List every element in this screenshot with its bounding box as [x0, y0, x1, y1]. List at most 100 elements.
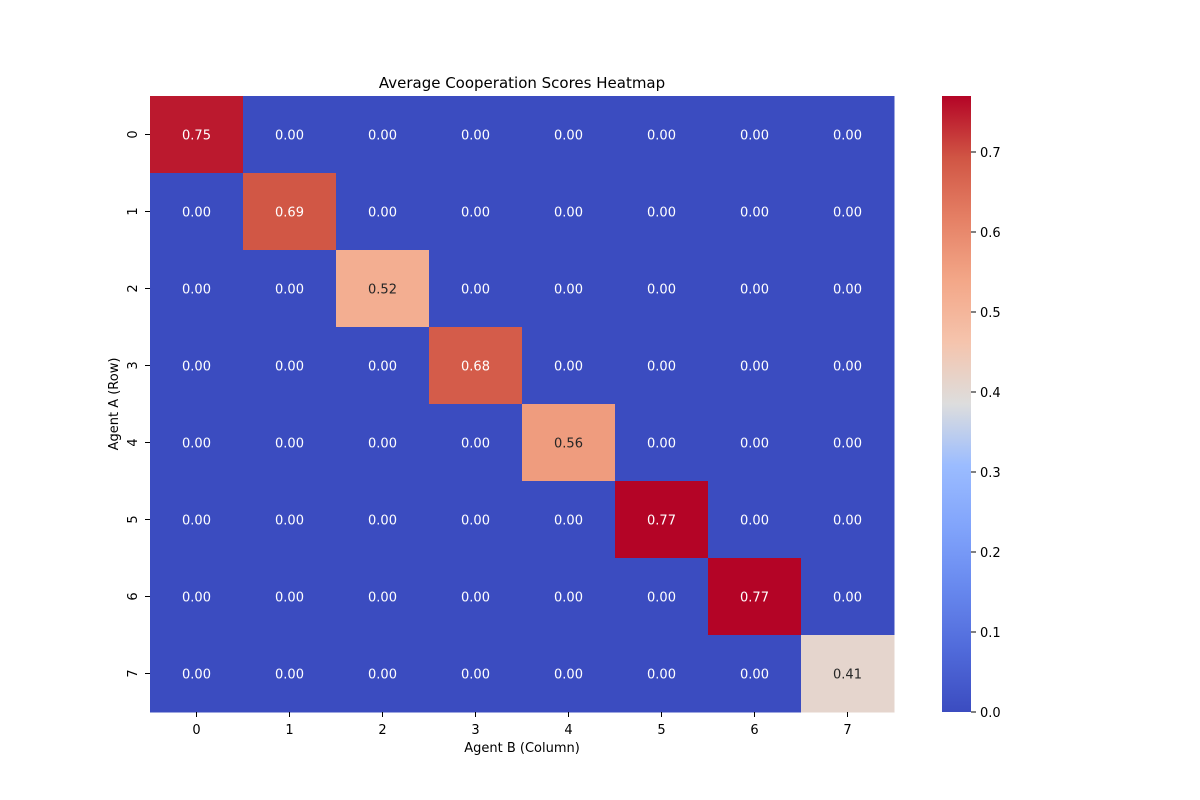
heatmap-cell: [243, 327, 337, 405]
cell-value-label: 0.00: [275, 668, 304, 683]
heatmap-cell: [429, 481, 523, 559]
cell-value-label: 0.00: [833, 360, 862, 375]
x-tick-label: 7: [843, 723, 851, 738]
cell-value-label: 0.00: [833, 514, 862, 529]
cell-value-label: 0.00: [647, 668, 676, 683]
y-tick-label: 4: [126, 438, 141, 446]
cell-value-label: 0.00: [461, 206, 490, 221]
y-axis: 0 1 2 3 4 5 6 7: [126, 130, 150, 678]
heatmap-cell: [429, 558, 523, 636]
cell-value-label: 0.52: [368, 283, 397, 298]
colorbar-tick-label: 0.5: [980, 306, 1001, 321]
x-tick-label: 2: [378, 723, 386, 738]
x-axis: 0 1 2 3 4 5 6 7: [192, 712, 852, 738]
cell-value-label: 0.00: [647, 591, 676, 606]
heatmap-cell: [708, 635, 802, 713]
y-tick-label: 6: [126, 592, 141, 600]
cell-value-label: 0.00: [461, 283, 490, 298]
cell-value-label: 0.69: [275, 206, 304, 221]
colorbar-tick-label: 0.3: [980, 466, 1001, 481]
heatmap-cell: [243, 96, 337, 174]
heatmap-cell: [336, 635, 430, 713]
cell-value-label: 0.00: [275, 360, 304, 375]
cell-value-label: 0.00: [461, 668, 490, 683]
x-tick-label: 6: [750, 723, 758, 738]
x-tick-label: 3: [471, 723, 479, 738]
cell-value-label: 0.00: [554, 129, 583, 144]
colorbar-tick-label: 0.0: [980, 706, 1001, 721]
cell-value-label: 0.00: [740, 129, 769, 144]
heatmap-cell: [615, 327, 709, 405]
cell-value-label: 0.68: [461, 360, 490, 375]
heatmap-cell: [150, 96, 244, 174]
cell-value-label: 0.00: [740, 668, 769, 683]
cell-value-label: 0.00: [833, 437, 862, 452]
cell-value-label: 0.00: [647, 206, 676, 221]
cell-value-label: 0.00: [833, 206, 862, 221]
cell-value-label: 0.00: [368, 129, 397, 144]
y-axis-label: Agent A (Row): [107, 358, 122, 451]
heatmap-cell: [801, 635, 895, 713]
cell-value-label: 0.00: [182, 514, 211, 529]
cell-value-label: 0.00: [461, 129, 490, 144]
cell-value-label: 0.00: [833, 283, 862, 298]
heatmap-cell: [336, 327, 430, 405]
cell-value-label: 0.00: [740, 206, 769, 221]
cell-value-label: 0.56: [554, 437, 583, 452]
cell-value-label: 0.00: [182, 437, 211, 452]
cell-value-label: 0.00: [647, 283, 676, 298]
heatmap-cells: 0.75 0.00 0.00 0.00 0.00 0.00 0.00 0.00 0.00 0.69…: [150, 96, 895, 713]
heatmap-cell: [801, 404, 895, 482]
heatmap-cell: [336, 404, 430, 482]
heatmap-cell: [429, 96, 523, 174]
heatmap-cell: [801, 173, 895, 251]
colorbar: [942, 96, 971, 712]
heatmap-cell: [150, 481, 244, 559]
cell-value-label: 0.00: [368, 514, 397, 529]
chart-title: Average Cooperation Scores Heatmap: [379, 74, 665, 92]
heatmap-cell: [336, 96, 430, 174]
heatmap-cell: [522, 250, 616, 328]
cell-value-label: 0.00: [275, 514, 304, 529]
colorbar-tick-label: 0.4: [980, 386, 1001, 401]
heatmap-cell: [615, 250, 709, 328]
colorbar-axis: 0.0 0.1 0.2 0.3 0.4 0.5 0.6 0.7: [971, 146, 1001, 721]
cell-value-label: 0.00: [182, 360, 211, 375]
heatmap-cell: [801, 96, 895, 174]
heatmap-cell: [336, 481, 430, 559]
heatmap-cell: [243, 481, 337, 559]
heatmap-cell: [336, 173, 430, 251]
colorbar-tick-label: 0.6: [980, 226, 1001, 241]
cell-value-label: 0.00: [368, 360, 397, 375]
cell-value-label: 0.00: [182, 591, 211, 606]
x-tick-label: 4: [564, 723, 572, 738]
cell-value-label: 0.00: [368, 591, 397, 606]
y-tick-label: 5: [126, 515, 141, 523]
heatmap-cell: [522, 96, 616, 174]
heatmap-cell: [150, 404, 244, 482]
heatmap-cell: [708, 96, 802, 174]
x-tick-label: 1: [285, 723, 293, 738]
cell-value-label: 0.00: [182, 668, 211, 683]
cell-value-label: 0.00: [461, 437, 490, 452]
heatmap-cell: [801, 558, 895, 636]
heatmap-cell: [243, 250, 337, 328]
heatmap-cell: [150, 558, 244, 636]
heatmap-cell: [429, 250, 523, 328]
heatmap-cell: [522, 481, 616, 559]
colorbar-tick-label: 0.7: [980, 146, 1001, 161]
cell-value-label: 0.41: [833, 668, 862, 683]
heatmap-cell: [615, 635, 709, 713]
cell-value-label: 0.00: [647, 360, 676, 375]
cell-value-label: 0.00: [554, 283, 583, 298]
y-tick-label: 1: [126, 207, 141, 215]
cell-value-label: 0.00: [182, 206, 211, 221]
cell-value-label: 0.00: [554, 591, 583, 606]
heatmap-cell: [429, 635, 523, 713]
heatmap-cell: [801, 327, 895, 405]
cell-value-label: 0.00: [275, 591, 304, 606]
cell-value-label: 0.00: [740, 283, 769, 298]
heatmap-cell: [150, 173, 244, 251]
heatmap-cell: [243, 404, 337, 482]
